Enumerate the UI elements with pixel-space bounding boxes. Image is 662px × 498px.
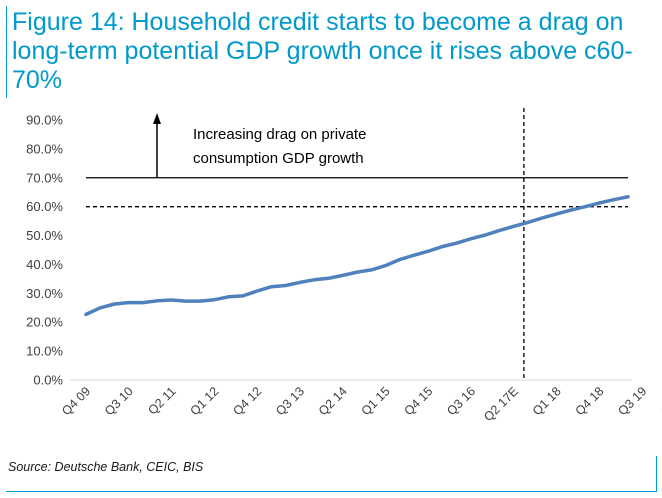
y-tick-label: 40.0% <box>26 257 63 272</box>
data-point <box>412 253 416 257</box>
data-point <box>369 268 373 272</box>
up-arrow-icon <box>153 113 161 124</box>
reference-lines <box>86 108 628 380</box>
y-tick-label: 10.0% <box>26 344 63 359</box>
data-point <box>284 284 288 288</box>
x-tick-label: Q1 15 <box>359 384 393 418</box>
data-point <box>141 301 145 305</box>
frame-bottom-border <box>6 491 657 492</box>
y-tick-label: 90.0% <box>26 113 63 128</box>
x-tick-label: Q1 18 <box>530 384 564 418</box>
data-point <box>469 237 473 241</box>
data-point <box>113 302 117 306</box>
x-tick-label: Q4 18 <box>573 384 607 418</box>
data-point <box>269 285 273 289</box>
data-point <box>184 299 188 303</box>
x-tick-label: Q3 19 <box>615 384 649 418</box>
y-axis: 0.0% 10.0% 20.0% 30.0% 40.0% 50.0% 60.0% 70.0% 8… <box>26 113 63 388</box>
data-point <box>98 306 102 310</box>
data-point <box>512 224 516 228</box>
y-tick-label: 50.0% <box>26 228 63 243</box>
data-point <box>355 270 359 274</box>
data-point <box>597 201 601 205</box>
series-group <box>84 195 630 317</box>
data-point <box>626 195 630 199</box>
source-note: Source: Deutsche Bank, CEIC, BIS <box>8 460 204 474</box>
x-tick-label: Q4 12 <box>230 384 264 418</box>
data-point <box>384 264 388 268</box>
annotation-text-line: consumption GDP growth <box>193 150 364 167</box>
y-tick-label: 20.0% <box>26 315 63 330</box>
data-point <box>127 301 131 305</box>
y-tick-label: 60.0% <box>26 199 63 214</box>
household-credit-line <box>84 195 630 317</box>
data-point <box>526 220 530 224</box>
data-point <box>298 280 302 284</box>
data-point <box>612 198 616 202</box>
x-tick-label: Q2 14 <box>316 384 350 418</box>
data-point <box>170 298 174 302</box>
x-axis: Q4 09 Q3 10 Q2 11 Q1 12 Q4 12 Q3 13 Q2 14 Q1 15… <box>59 379 662 424</box>
data-point <box>555 212 559 216</box>
data-point <box>498 228 502 232</box>
x-tick-label: Q3 10 <box>102 384 136 418</box>
x-tick-label: Q1 12 <box>188 384 222 418</box>
data-point <box>569 208 573 212</box>
data-point <box>426 249 430 253</box>
data-point <box>312 278 316 282</box>
data-point <box>441 245 445 249</box>
y-tick-label: 70.0% <box>26 170 63 185</box>
annotation-text-line: Increasing drag on private <box>193 126 366 143</box>
x-tick-label: Q2 11 <box>145 384 178 417</box>
data-point <box>227 295 231 299</box>
data-point <box>155 299 159 303</box>
data-point <box>198 299 202 303</box>
data-point <box>583 205 587 209</box>
data-point <box>241 294 245 298</box>
data-point <box>455 241 459 245</box>
figure-title: Figure 14: Household credit starts to be… <box>12 8 633 94</box>
x-tick-label: Q3 13 <box>273 384 307 418</box>
annotation-group: Increasing drag on private consumption GD… <box>153 113 366 178</box>
x-tick-label: Q3 16 <box>444 384 478 418</box>
line-chart: 0.0% 10.0% 20.0% 30.0% 40.0% 50.0% 60.0% 70.0% 8… <box>26 108 662 424</box>
x-tick-label: Q4 09 <box>59 384 93 418</box>
frame-left-border <box>6 6 7 98</box>
y-tick-label: 30.0% <box>26 286 63 301</box>
frame-right-border <box>656 456 657 492</box>
data-point <box>398 258 402 262</box>
x-tick-label: Q2 17E <box>481 384 521 424</box>
data-point <box>326 276 330 280</box>
x-tick-label: Q2 20 <box>658 384 662 418</box>
data-point <box>212 298 216 302</box>
y-tick-label: 0.0% <box>33 373 63 388</box>
data-point <box>341 273 345 277</box>
data-point <box>84 312 88 316</box>
x-tick-label: Q4 15 <box>401 384 435 418</box>
data-point <box>540 216 544 220</box>
data-point <box>255 289 259 293</box>
data-point <box>483 233 487 237</box>
y-tick-label: 80.0% <box>26 141 63 156</box>
